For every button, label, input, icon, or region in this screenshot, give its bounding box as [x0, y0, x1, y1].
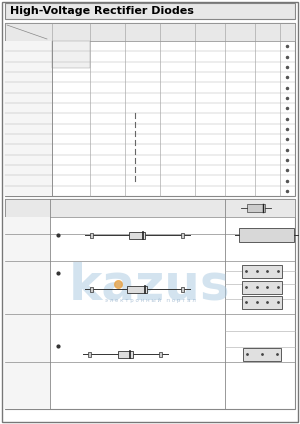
Bar — [181, 232, 184, 237]
Bar — [5, 23, 295, 41]
Bar — [5, 3, 295, 19]
Bar — [243, 348, 281, 360]
Bar — [5, 199, 295, 409]
Bar — [129, 232, 145, 238]
Bar — [90, 287, 93, 292]
Bar — [5, 199, 295, 217]
Bar — [242, 265, 282, 277]
Bar — [127, 285, 147, 293]
Bar — [52, 41, 90, 68]
Bar — [239, 228, 294, 242]
Bar — [88, 351, 91, 357]
Bar — [5, 41, 52, 196]
Text: High-Voltage Rectifier Diodes: High-Voltage Rectifier Diodes — [10, 6, 194, 16]
Bar — [118, 351, 133, 357]
Text: kazus: kazus — [69, 262, 231, 310]
Bar — [242, 281, 282, 293]
Bar — [5, 217, 50, 409]
Bar — [90, 232, 93, 237]
Bar — [5, 23, 295, 196]
Bar — [247, 204, 265, 212]
Bar — [242, 296, 282, 309]
Text: э л е к т р о н н ы й   п о р т а л: э л е к т р о н н ы й п о р т а л — [105, 297, 195, 303]
Bar — [159, 351, 162, 357]
Bar — [181, 287, 184, 292]
